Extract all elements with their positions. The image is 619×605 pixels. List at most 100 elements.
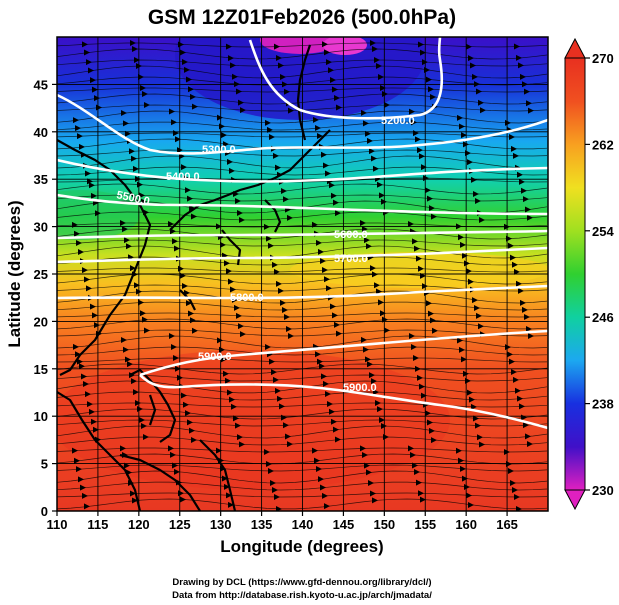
streamline-arrow (135, 400, 141, 407)
streamline-arrow (456, 447, 462, 454)
streamline (57, 329, 548, 337)
streamline-arrow (322, 41, 328, 48)
streamline-arrow (230, 286, 236, 293)
streamline-arrow (185, 187, 191, 194)
streamline-arrow (425, 410, 431, 417)
streamline (57, 436, 548, 446)
streamline-arrow (233, 415, 239, 422)
streamline-arrow (223, 141, 229, 148)
streamline-arrow (468, 278, 474, 285)
streamline-arrow (383, 434, 389, 441)
contour-5200 (248, 37, 444, 120)
streamline-arrow (239, 216, 245, 223)
streamline-arrow (89, 408, 95, 415)
x-axis: 110 115 120 125 130 135 140 145 150 155 160 165 (47, 511, 518, 532)
streamline-arrow (266, 460, 272, 467)
streamline-arrow (428, 310, 434, 317)
streamline-arrow (123, 346, 129, 353)
streamline-arrow (185, 410, 191, 417)
streamline-arrow (278, 62, 284, 69)
streamline-arrow (510, 254, 516, 261)
streamline (57, 194, 548, 202)
streamline-arrow (521, 414, 527, 421)
streamline-arrow (96, 104, 102, 111)
streamline-arrow (316, 239, 322, 246)
streamline-arrow (477, 434, 483, 441)
streamline-arrow (190, 317, 196, 324)
streamline-arrow (130, 490, 136, 497)
streamline-arrow (320, 258, 326, 265)
streamline-arrow (457, 114, 463, 121)
streamline-arrow (313, 116, 319, 123)
figure-title: GSM 12Z01Feb2026 (500.0hPa) (148, 6, 456, 29)
streamline-arrow (272, 486, 278, 493)
streamline (57, 492, 548, 498)
streamline-arrow (87, 401, 93, 408)
streamline-arrow (120, 220, 126, 227)
streamline-arrow (85, 391, 91, 398)
streamline-arrow (505, 344, 511, 351)
streamline-arrow (333, 199, 339, 206)
streamline-arrow (138, 74, 144, 81)
y-tick-label: 15 (34, 362, 48, 377)
streamline-arrow (425, 187, 431, 194)
streamline-arrow (125, 356, 131, 363)
streamline-arrow (81, 373, 87, 380)
streamline-arrow (377, 406, 383, 413)
streamline-arrow (478, 323, 484, 330)
streamline-arrow (180, 272, 186, 279)
streamline-arrow (363, 120, 369, 127)
colorbar-tick-label: 254 (592, 224, 614, 239)
streamline-arrow (79, 363, 85, 370)
streamline-arrow (361, 109, 367, 116)
contour-label-5400: 5400.0 (166, 171, 200, 183)
streamline-arrow (183, 401, 189, 408)
streamline-arrow (430, 94, 436, 101)
streamline-arrow (514, 268, 520, 275)
streamline-arrow (374, 57, 380, 64)
streamline-arrow (322, 267, 328, 274)
streamline-arrow (316, 466, 322, 473)
streamline-arrow (519, 403, 525, 410)
streamline-arrow (278, 287, 284, 294)
streamline-arrow (271, 369, 277, 376)
streamline-arrow (422, 59, 428, 66)
streamline-arrow (94, 95, 100, 102)
streamline-arrow (326, 59, 332, 66)
streamline-arrow (476, 312, 482, 319)
streamline-arrow (474, 81, 480, 88)
streamline-arrow (519, 178, 525, 185)
streamline (57, 318, 548, 330)
streamline-arrow (411, 344, 417, 351)
streamline-arrow (143, 434, 149, 441)
streamline-arrow (84, 503, 90, 510)
x-tick-label: 120 (128, 517, 150, 532)
streamline-arrow (173, 355, 179, 362)
streamline-arrow (178, 490, 184, 497)
contour-label-5200: 5200.0 (381, 115, 415, 127)
streamline-arrow (408, 445, 414, 452)
streamline (57, 273, 548, 285)
streamline-arrow (224, 483, 230, 490)
streamline-arrow (470, 62, 476, 69)
contour-label-5300: 5300.0 (202, 144, 236, 156)
streamline-arrow (276, 54, 282, 61)
streamline-arrow (518, 62, 524, 69)
contour-5400 (57, 158, 548, 183)
streamline-arrow (524, 88, 530, 95)
streamline-arrow (468, 501, 474, 508)
streamline-arrow (427, 419, 433, 426)
streamline-arrow (186, 76, 192, 83)
streamline-arrow (413, 130, 419, 137)
streamline-arrow (467, 159, 473, 166)
streamline-arrow (414, 245, 420, 252)
streamline-arrow (464, 260, 470, 267)
streamline-arrow (124, 462, 130, 469)
streamline (57, 93, 548, 105)
streamline-arrow (415, 136, 421, 143)
streamline-arrow (87, 178, 93, 185)
streamline-arrow (75, 125, 81, 132)
plot-area: 5200.0 5300.0 5400.0 5500.0 5600.0 5700.… (57, 37, 548, 511)
streamline-arrow (92, 312, 98, 319)
streamline-arrow (177, 147, 183, 154)
